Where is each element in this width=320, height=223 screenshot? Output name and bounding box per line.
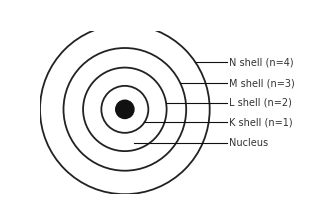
Text: K shell (n=1): K shell (n=1) — [229, 117, 293, 127]
Text: L shell (n=2): L shell (n=2) — [229, 98, 292, 108]
Text: M shell (n=3): M shell (n=3) — [229, 78, 295, 88]
Circle shape — [116, 100, 134, 118]
Text: N shell (n=4): N shell (n=4) — [229, 57, 294, 67]
Text: Nucleus: Nucleus — [229, 138, 268, 148]
